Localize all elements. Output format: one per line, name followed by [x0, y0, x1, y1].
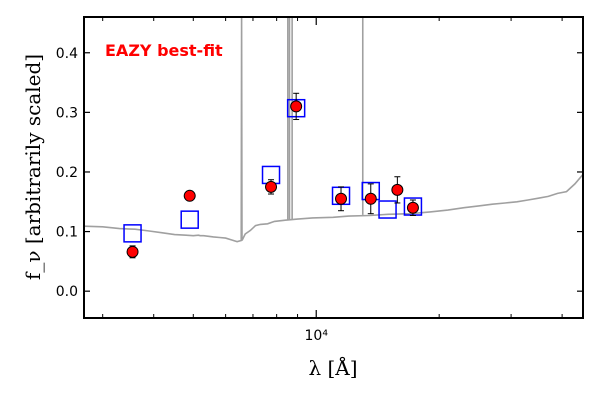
y-tick-label: 0.2 — [56, 165, 78, 181]
model-flux-square — [123, 224, 142, 243]
observed-point — [183, 189, 196, 202]
y-axis-label: f_ν [arbitrarily scaled] — [21, 54, 45, 280]
x-tick-label: 10⁴ — [305, 328, 329, 344]
y-tick-label: 0.4 — [56, 46, 78, 62]
spectrum-line — [84, 17, 583, 243]
model-flux-square — [378, 200, 397, 219]
y-tick-label: 0.1 — [56, 225, 78, 241]
annotation-label: EAZY best-fit — [105, 41, 223, 60]
x-axis-label: λ [Å] — [308, 355, 357, 380]
observed-point — [364, 192, 377, 205]
observed-point — [126, 245, 139, 258]
observed-point — [290, 100, 303, 113]
model-flux-square — [180, 210, 199, 229]
observed-point — [265, 180, 278, 193]
plot-area — [84, 17, 583, 259]
plot-frame — [83, 16, 584, 319]
observed-point — [406, 201, 419, 214]
observed-point — [391, 183, 404, 196]
y-tick-label: 0.3 — [56, 105, 78, 121]
series-group — [84, 17, 583, 259]
axis-ticks: 0.0 0.1 0.2 0.3 0.4 10⁴ — [56, 17, 583, 344]
observed-point — [335, 192, 348, 205]
y-tick-label: 0.0 — [56, 284, 78, 300]
